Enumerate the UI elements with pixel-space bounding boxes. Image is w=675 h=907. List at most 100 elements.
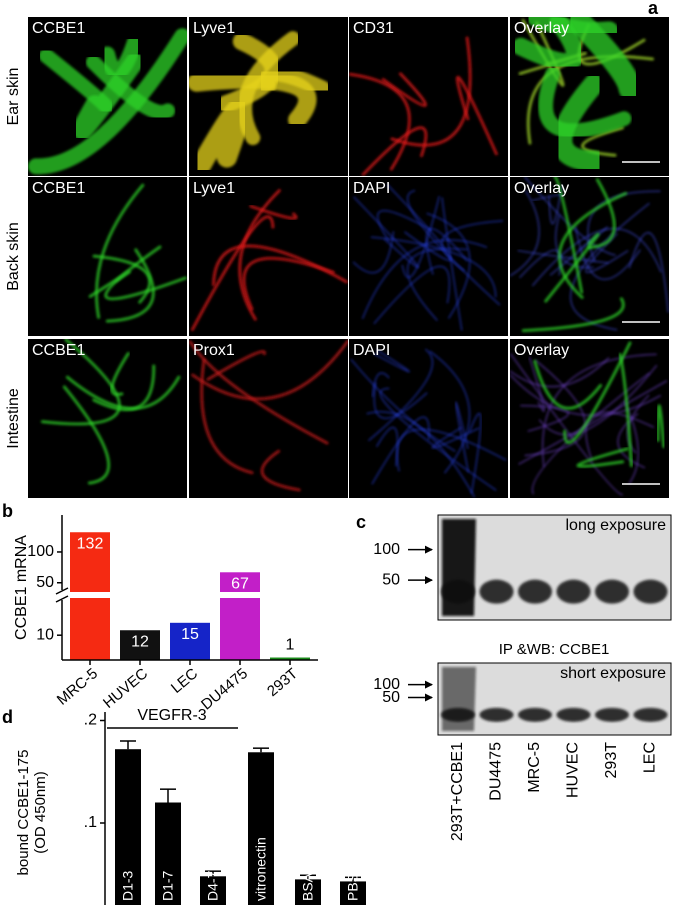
signal bbox=[65, 375, 181, 410]
micrograph: Prox1 bbox=[189, 339, 348, 498]
bar bbox=[120, 630, 160, 660]
y-axis-label: bound CCBE1-175 bbox=[15, 750, 32, 876]
signal bbox=[557, 191, 628, 299]
lane-label: 293T bbox=[603, 742, 620, 779]
signal bbox=[373, 349, 410, 373]
x-tick-label: DU4475 bbox=[198, 665, 251, 713]
bar bbox=[70, 598, 110, 660]
bar bbox=[70, 532, 110, 592]
band bbox=[556, 707, 591, 722]
image-bg bbox=[349, 17, 508, 176]
channel-label: Overlay bbox=[514, 342, 569, 359]
arrow-head bbox=[425, 680, 433, 689]
bar-label: PBS bbox=[345, 873, 361, 901]
signal bbox=[511, 17, 584, 71]
blot-note: IP &WB: CCBE1 bbox=[499, 641, 610, 658]
signal bbox=[574, 225, 641, 281]
signal bbox=[366, 411, 475, 498]
panel-label: a bbox=[648, 0, 659, 18]
signal bbox=[390, 36, 472, 147]
band bbox=[518, 707, 552, 722]
signal bbox=[352, 231, 395, 274]
band bbox=[633, 579, 668, 604]
signal bbox=[190, 215, 275, 332]
band bbox=[518, 579, 552, 604]
signal bbox=[371, 416, 430, 485]
signal bbox=[617, 413, 646, 469]
signal bbox=[401, 195, 440, 279]
value-label: 67 bbox=[231, 576, 249, 593]
blot bbox=[437, 662, 672, 736]
value-label: 132 bbox=[77, 535, 104, 552]
band bbox=[479, 707, 514, 722]
blot-note: short exposure bbox=[560, 665, 666, 682]
band bbox=[595, 707, 629, 722]
signal bbox=[62, 385, 111, 485]
signal bbox=[242, 256, 335, 311]
signals bbox=[350, 348, 507, 498]
signal bbox=[72, 52, 145, 141]
signals bbox=[510, 177, 669, 333]
bar bbox=[115, 749, 141, 905]
bar-label: D1-7 bbox=[160, 870, 176, 901]
lane-label: HUVEC bbox=[565, 742, 582, 798]
arrow-head bbox=[425, 693, 433, 702]
signal bbox=[88, 270, 131, 298]
signal bbox=[455, 401, 470, 473]
marker-label: 100 bbox=[373, 676, 400, 693]
micrograph: Lyve1 bbox=[189, 17, 348, 176]
bar bbox=[155, 802, 181, 905]
channel-label: Overlay bbox=[514, 20, 569, 37]
signal bbox=[563, 341, 632, 444]
band bbox=[556, 579, 591, 604]
signal bbox=[368, 348, 434, 442]
y-tick-label: 50 bbox=[36, 574, 54, 591]
signal bbox=[426, 212, 471, 319]
signal bbox=[533, 359, 603, 410]
arrow-head bbox=[425, 545, 433, 554]
smear bbox=[442, 519, 476, 616]
signal bbox=[406, 189, 501, 306]
x-tick-label: HUVEC bbox=[100, 665, 151, 712]
signal bbox=[370, 236, 497, 298]
signal bbox=[381, 72, 427, 107]
panel-label: d bbox=[2, 707, 13, 727]
channel-label: CCBE1 bbox=[32, 180, 85, 197]
signal bbox=[628, 231, 669, 313]
channel-label: DAPI bbox=[353, 342, 390, 359]
y-tick-label: 10 bbox=[36, 626, 54, 643]
image-bg bbox=[349, 339, 508, 498]
signal bbox=[548, 185, 563, 225]
image-bg bbox=[189, 339, 348, 498]
annotation: VEGFR-3 bbox=[137, 707, 206, 724]
signal bbox=[425, 228, 468, 275]
signal bbox=[373, 382, 428, 420]
micrograph: CCBE1 bbox=[28, 339, 187, 498]
signals bbox=[190, 189, 348, 332]
marker-label: 50 bbox=[382, 689, 400, 706]
bar bbox=[170, 622, 210, 660]
bar bbox=[340, 881, 366, 905]
signal bbox=[396, 428, 507, 472]
bar bbox=[200, 876, 226, 905]
blot-note: long exposure bbox=[565, 517, 666, 534]
signal bbox=[510, 357, 610, 388]
lane-label: MRC-5 bbox=[526, 742, 543, 793]
bar bbox=[270, 657, 310, 660]
signal bbox=[656, 404, 666, 449]
signal bbox=[576, 447, 629, 468]
signals bbox=[88, 183, 187, 323]
signal bbox=[353, 196, 419, 269]
signal bbox=[349, 72, 411, 171]
row-label: Ear skin bbox=[5, 68, 22, 126]
signal bbox=[40, 339, 121, 426]
signals bbox=[511, 17, 655, 172]
signal bbox=[587, 178, 616, 249]
signal bbox=[553, 177, 584, 294]
signal bbox=[191, 339, 348, 401]
bar-label: vitronectin bbox=[253, 837, 269, 901]
bar bbox=[220, 572, 260, 592]
signals bbox=[189, 339, 348, 492]
signal bbox=[455, 75, 498, 156]
